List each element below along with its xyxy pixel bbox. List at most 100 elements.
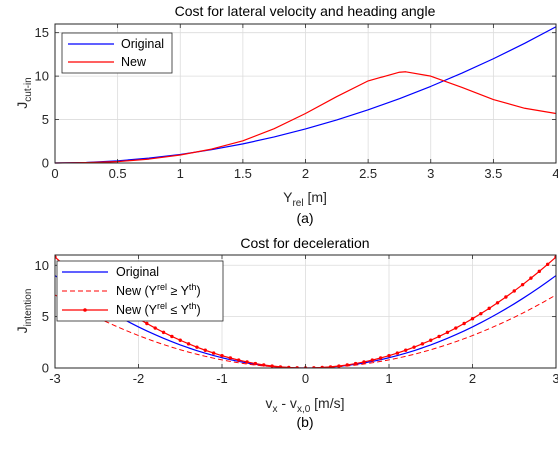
chart-b-series-marker (337, 364, 341, 368)
chart-b-legend-swatch-new-le-marker (83, 308, 87, 312)
chart-b-series-marker (529, 276, 533, 280)
chart-b-xtick-label: 1 (385, 371, 392, 386)
chart-b-ytick-label: 10 (35, 258, 49, 273)
chart-b-series-marker (445, 330, 450, 335)
chart-b-xlabel-unit: [m/s] (310, 395, 344, 411)
chart-a-xtick-label: 0 (51, 166, 58, 181)
chart-a-legend-label-original: Original (121, 37, 164, 51)
chart-a-ytick-label: 15 (35, 25, 49, 40)
legend-le-part1: New (Y (116, 303, 158, 317)
chart-b-xtick-label: 0 (302, 371, 309, 386)
legend-ge-end: ) (196, 284, 200, 298)
chart-b-series-marker (262, 363, 266, 367)
chart-b-xlabel: vx - vx,0 [m/s] (265, 395, 344, 415)
chart-b-xtick-label: -2 (133, 371, 145, 386)
chart-b-xlabel-mid: - v (277, 395, 296, 411)
chart-b-series-marker (479, 311, 483, 316)
chart-a-legend-box (61, 32, 173, 74)
chart-a-ticks: 0 0.5 1 1.5 2 2.5 3 3.5 4 0 5 10 15 (35, 24, 558, 181)
chart-b-series-marker (161, 330, 166, 335)
chart-a-series (54, 26, 557, 164)
chart-a-ylabel-main: J (14, 102, 30, 109)
chart-b-series-marker (412, 345, 416, 349)
chart-a-ylabel-sub: cut-in (23, 77, 34, 101)
legend-ge-mid: ≥ Y (167, 284, 190, 298)
chart-b-ylabel-sub: intention (23, 289, 34, 327)
chart-b-series-marker (420, 342, 425, 346)
chart-b-series-marker (362, 360, 366, 364)
chart-b-series-marker (287, 365, 291, 368)
chart-b-ytick-label: 5 (42, 309, 49, 324)
chart-b-title: Cost for deceleration (240, 235, 369, 251)
chart-a: Cost for lateral velocity and heading an… (14, 3, 558, 226)
chart-b-series-marker (537, 269, 541, 274)
chart-b-series-marker (470, 316, 475, 321)
chart-a-xlabel-unit: [m] (304, 189, 327, 205)
chart-b-ytick-label: 0 (42, 361, 49, 376)
chart-b: Cost for deceleration -3 -2 -1 0 1 2 3 0 5 10 Jin… (14, 235, 558, 430)
legend-le-mid: ≤ Y (167, 303, 190, 317)
chart-a-ytick-label: 10 (35, 69, 49, 84)
legend-le-end: ) (196, 303, 200, 317)
chart-b-ylabel: Jintention (14, 289, 34, 334)
legend-ge-sup2: th (189, 282, 197, 292)
chart-b-series-marker (278, 365, 283, 368)
chart-b-series-marker (203, 348, 207, 352)
legend-ge-sup1: rel (157, 282, 167, 292)
chart-b-legend-label-new-ge: New (Yrel ≥ Yth) (116, 282, 201, 298)
legend-ge-part1: New (Y (116, 284, 158, 298)
chart-b-series-marker (145, 321, 149, 326)
chart-b-series-marker (429, 338, 433, 342)
chart-a-xlabel-main: Y (283, 189, 293, 205)
chart-a-legend-label-new: New (121, 55, 147, 69)
chart-b-series-marker (320, 365, 324, 368)
chart-b-xlabel-a: v (265, 395, 272, 411)
chart-b-series-marker (378, 356, 383, 360)
chart-b-series-marker (462, 321, 466, 326)
chart-b-series-line-0 (55, 275, 556, 368)
chart-b-series-marker (353, 361, 358, 366)
chart-b-series-marker (220, 353, 224, 358)
chart-a-xtick-label: 1 (177, 166, 184, 181)
chart-a-series-line-1 (54, 71, 557, 164)
chart-b-series-marker (520, 282, 525, 287)
chart-b-series-marker (512, 289, 516, 293)
chart-a-xtick-label: 4 (552, 166, 558, 181)
chart-b-series-marker (504, 295, 508, 299)
chart-a-xtick-label: 1.5 (234, 166, 252, 181)
legend-le-sup2: th (189, 301, 197, 311)
chart-b-series-marker (253, 361, 258, 366)
chart-b-series-marker (228, 356, 233, 360)
chart-a-xtick-label: 0.5 (109, 166, 127, 181)
chart-b-xtick-label: -3 (49, 371, 61, 386)
chart-b-series-marker (487, 306, 491, 311)
chart-a-ylabel: Jcut-in (14, 77, 34, 108)
chart-b-series-marker (270, 364, 274, 368)
chart-b-series-marker (237, 358, 241, 362)
chart-b-xlabel-a-sub: x (272, 404, 277, 415)
chart-b-xtick-label: 2 (469, 371, 476, 386)
chart-b-series-marker (211, 351, 216, 355)
chart-a-xlabel-sub: rel (292, 198, 303, 209)
chart-a-ytick-label: 0 (42, 156, 49, 171)
chart-b-series-marker (170, 334, 174, 339)
chart-a-series-line-0 (54, 26, 557, 164)
chart-b-series-marker (345, 363, 349, 367)
chart-b-series-marker (437, 334, 441, 339)
chart-a-xtick-label: 2.5 (359, 166, 377, 181)
chart-a-ytick-label: 5 (42, 112, 49, 127)
chart-b-series-marker (495, 301, 500, 305)
chart-b-series-marker (454, 326, 458, 330)
chart-a-legend: Original New (61, 32, 173, 74)
chart-b-series-marker (545, 262, 550, 267)
chart-b-legend: Original New (Yrel ≥ Yth) New (Yrel ≤ Yt… (56, 260, 224, 322)
chart-b-series-line-1 (55, 294, 556, 368)
chart-b-ticks: -3 -2 -1 0 1 2 3 0 5 10 (35, 255, 558, 386)
chart-b-series-marker (370, 358, 374, 362)
chart-a-xtick-label: 3 (427, 166, 434, 181)
chart-a-xtick-label: 2 (302, 166, 309, 181)
chart-b-series-marker (387, 353, 391, 358)
legend-le-sup1: rel (157, 301, 167, 311)
chart-b-series-marker (404, 348, 408, 352)
